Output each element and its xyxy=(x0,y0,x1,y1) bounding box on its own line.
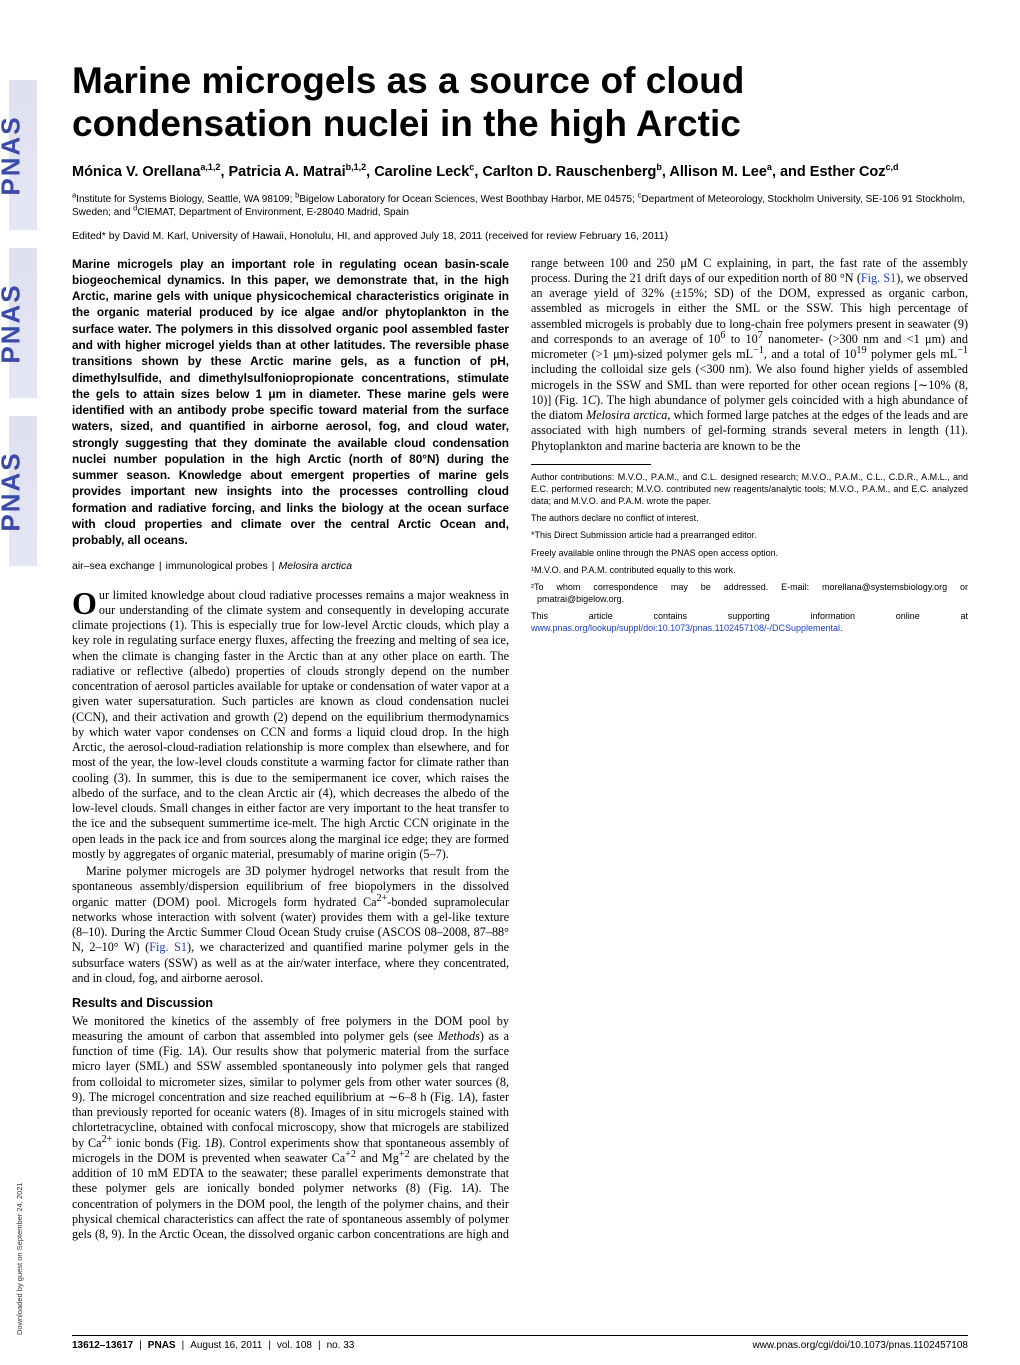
footer-doi: www.pnas.org/cgi/doi/10.1073/pnas.110245… xyxy=(752,1340,968,1351)
footer-vol: vol. 108 xyxy=(277,1340,312,1351)
article-title: Marine microgels as a source of cloud co… xyxy=(72,60,968,145)
pnas-logo-block: PNAS xyxy=(9,416,37,566)
footnote-direct: *This Direct Submission article had a pr… xyxy=(531,529,968,541)
keyword: immunological probes xyxy=(166,560,268,572)
pnas-logo-text: PNAS xyxy=(0,115,27,195)
paragraph: Our limited knowledge about cloud radiat… xyxy=(72,588,509,863)
pnas-logo-block: PNAS xyxy=(9,80,37,230)
footer-no: no. 33 xyxy=(327,1340,355,1351)
paragraph: Marine polymer microgels are 3D polymer … xyxy=(72,864,509,986)
footnote-conflict: The authors declare no conflict of inter… xyxy=(531,512,968,524)
footnote-open: Freely available online through the PNAS… xyxy=(531,547,968,559)
abstract: Marine microgels play an important role … xyxy=(72,256,509,549)
two-column-body: Marine microgels play an important role … xyxy=(72,256,968,1252)
edited-by-line: Edited* by David M. Karl, University of … xyxy=(72,230,968,242)
footer-left: 13612–13617|PNAS|August 16, 2011|vol. 10… xyxy=(72,1340,354,1351)
footer-date: August 16, 2011 xyxy=(190,1340,262,1351)
author-list: Mónica V. Orellanaa,1,2, Patricia A. Mat… xyxy=(72,163,968,183)
footnotes: Author contributions: M.V.O., P.A.M., an… xyxy=(531,471,968,635)
footnote-equal: ¹M.V.O. and P.A.M. contributed equally t… xyxy=(531,564,968,576)
footnotes-rule xyxy=(531,464,651,465)
download-note: Downloaded by guest on September 24, 202… xyxy=(15,1182,24,1335)
keywords: air–sea exchange|immunological probes|Me… xyxy=(72,560,509,573)
affiliations: aInstitute for Systems Biology, Seattle,… xyxy=(72,193,968,220)
footnote-si: This article contains supporting informa… xyxy=(531,610,968,634)
section-heading-results: Results and Discussion xyxy=(72,996,509,1012)
footnote-corr: ²To whom correspondence may be addressed… xyxy=(531,581,968,605)
pnas-logo-text: PNAS xyxy=(0,451,27,531)
pnas-logo-text: PNAS xyxy=(0,283,27,363)
footer-journal: PNAS xyxy=(148,1340,176,1351)
fig-link[interactable]: Fig. S1 xyxy=(861,271,896,285)
footer-pages: 13612–13617 xyxy=(72,1340,133,1351)
page-content: Marine microgels as a source of cloud co… xyxy=(72,60,968,1329)
pnas-sidebar-logo: PNAS PNAS PNAS xyxy=(6,80,40,780)
fig-link[interactable]: Fig. S1 xyxy=(149,940,187,954)
pnas-logo-block: PNAS xyxy=(9,248,37,398)
page-footer: 13612–13617|PNAS|August 16, 2011|vol. 10… xyxy=(72,1335,968,1351)
keyword: Melosira arctica xyxy=(279,560,353,572)
keyword: air–sea exchange xyxy=(72,560,155,572)
footnote-contrib: Author contributions: M.V.O., P.A.M., an… xyxy=(531,471,968,507)
si-link[interactable]: www.pnas.org/lookup/suppl/doi:10.1073/pn… xyxy=(531,623,840,633)
